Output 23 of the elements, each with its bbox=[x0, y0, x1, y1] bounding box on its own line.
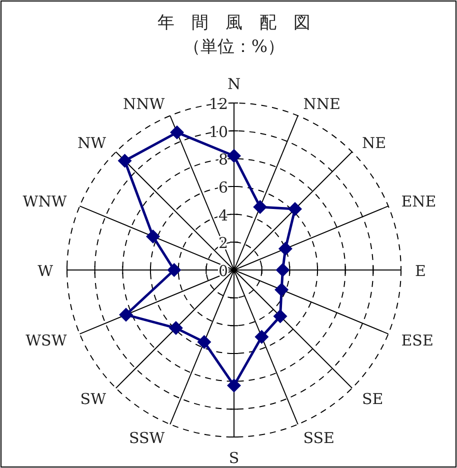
y-tick-label: 8 bbox=[218, 150, 228, 169]
spoke-label: WNW bbox=[22, 192, 68, 211]
spoke-label: NE bbox=[362, 134, 386, 152]
spoke-label: SW bbox=[80, 390, 107, 408]
spoke-label: NW bbox=[77, 134, 107, 152]
chart-subtitle: （単位：%） bbox=[183, 37, 285, 57]
spoke-label: N bbox=[227, 75, 241, 93]
y-tick-label: 10 bbox=[208, 122, 228, 141]
spoke-label: ESE bbox=[401, 331, 434, 350]
spoke-label: SSW bbox=[129, 429, 166, 448]
spoke-label: ENE bbox=[401, 192, 436, 211]
y-tick-label: 6 bbox=[218, 178, 228, 196]
spoke-label: NNE bbox=[303, 94, 340, 113]
spoke-label: S bbox=[228, 449, 240, 467]
spoke-label: W bbox=[38, 262, 54, 280]
chart-title: 年 間 風 配 図 bbox=[158, 13, 310, 33]
spoke-label: SSE bbox=[303, 429, 335, 448]
y-tick-label: 12 bbox=[208, 95, 228, 113]
spoke-label: WSW bbox=[26, 331, 68, 350]
spoke-label: E bbox=[415, 262, 426, 280]
spoke-label: SE bbox=[362, 390, 384, 408]
y-tick-label: 4 bbox=[218, 206, 228, 224]
spoke-label: NNW bbox=[123, 94, 166, 113]
